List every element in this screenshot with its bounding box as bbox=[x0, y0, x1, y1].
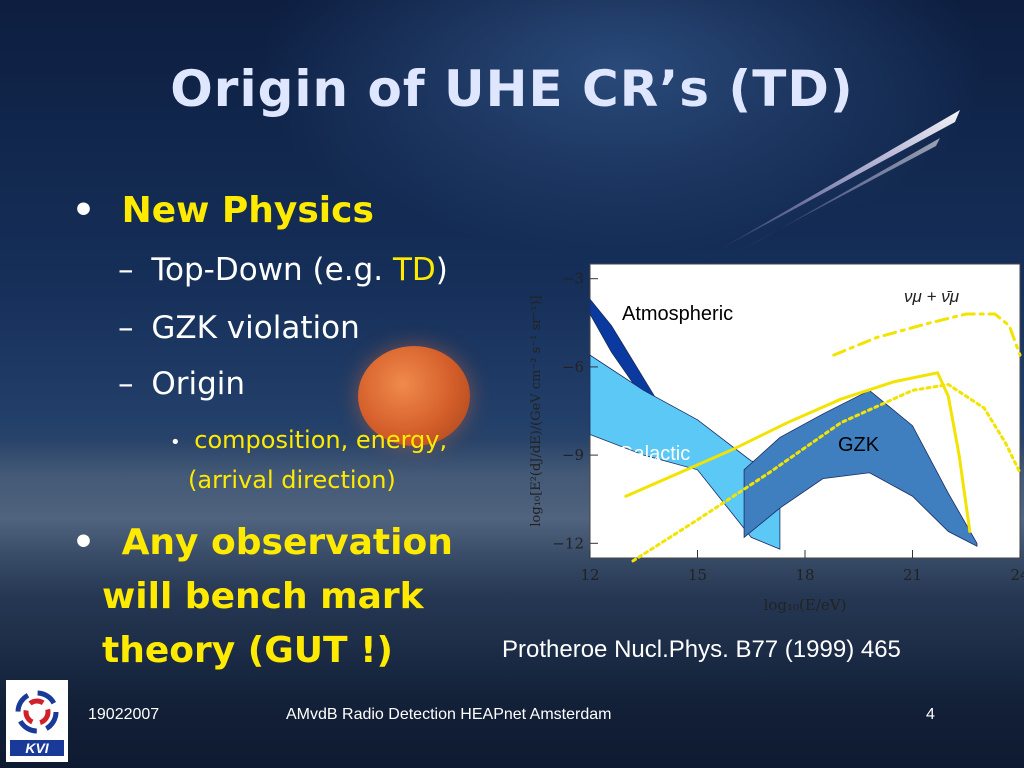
moon-image bbox=[358, 346, 470, 446]
subsubbullet-composition: • composition, energy, bbox=[170, 426, 447, 454]
bullet-text-line2: will bench mark bbox=[102, 576, 424, 617]
subsubbullet-text: composition, energy, bbox=[194, 426, 448, 454]
dash-marker: – bbox=[118, 310, 134, 346]
td-highlight: TD bbox=[392, 252, 436, 288]
bullet-any-observation: • Any observation bbox=[72, 522, 453, 563]
y-axis-label: log₁₀[E²(dJ/dE)/(GeV cm⁻² s⁻¹ sr⁻¹)] bbox=[529, 295, 544, 526]
bullet-marker: • bbox=[72, 522, 96, 563]
x-tick-label: 21 bbox=[903, 566, 922, 584]
footer-date: 19022007 bbox=[88, 706, 160, 723]
dash-marker: – bbox=[118, 366, 134, 402]
x-axis-label: log₁₀(E/eV) bbox=[764, 596, 847, 614]
subsubbullet-arrival: (arrival direction) bbox=[188, 466, 396, 494]
y-tick-label: −6 bbox=[562, 358, 584, 376]
x-tick-label: 12 bbox=[580, 566, 599, 584]
dash-marker: – bbox=[118, 252, 134, 288]
kvi-logo: KVI bbox=[6, 680, 68, 762]
neutrino-curve-dashdot bbox=[832, 312, 1022, 357]
logo-text: KVI bbox=[25, 740, 49, 756]
y-tick-label: −3 bbox=[562, 270, 584, 288]
band-gzk bbox=[743, 389, 978, 547]
footer-page-number: 4 bbox=[926, 706, 935, 723]
slide-title: Origin of UHE CR’s (TD) bbox=[170, 60, 854, 118]
bullet-marker: • bbox=[170, 432, 181, 453]
bullet-text: Any observation bbox=[121, 522, 453, 563]
footer-center: AMvdB Radio Detection HEAPnet Amsterdam bbox=[286, 706, 612, 723]
subbullet-text: Top-Down (e.g. bbox=[151, 252, 393, 288]
y-tick-label: −9 bbox=[562, 446, 584, 464]
bullet-text: New Physics bbox=[121, 190, 374, 231]
annotation-galactic: Galactic bbox=[618, 443, 690, 465]
subbullet-text: GZK violation bbox=[151, 310, 360, 346]
y-tick-label: −12 bbox=[552, 534, 584, 552]
flux-chart: 12 15 18 21 24 −3 −6 −9 −12 log₁₀(E/eV) log₁₀[E²(d… bbox=[512, 250, 1024, 614]
subbullet-text-end: ) bbox=[435, 252, 448, 288]
x-tick-label: 18 bbox=[795, 566, 814, 584]
neutrino-curve-solid bbox=[624, 371, 972, 533]
neutrino-curve-dotted bbox=[631, 382, 1022, 563]
bullet-text-line3: theory (GUT !) bbox=[102, 630, 393, 671]
subbullet-text: Origin bbox=[151, 366, 246, 402]
subbullet-gzk-violation: – GZK violation bbox=[118, 310, 360, 346]
annotation-atmospheric: Atmospheric bbox=[622, 303, 733, 325]
band-galactic bbox=[589, 354, 781, 550]
x-tick-label: 24 bbox=[1010, 566, 1024, 584]
chart-svg: 12 15 18 21 24 −3 −6 −9 −12 log₁₀(E/eV) log₁₀[E²(d… bbox=[529, 263, 1024, 614]
subbullet-top-down: – Top-Down (e.g. TD) bbox=[118, 252, 448, 288]
citation: Protheroe Nucl.Phys. B77 (1999) 465 bbox=[502, 636, 901, 663]
kvi-logo-icon bbox=[10, 690, 64, 756]
subbullet-origin: – Origin bbox=[118, 366, 245, 402]
annotation-gzk: GZK bbox=[838, 434, 880, 456]
annotation-neutrino: νμ + ν̄μ bbox=[904, 287, 960, 306]
bullet-new-physics: • New Physics bbox=[72, 190, 374, 231]
x-tick-label: 15 bbox=[688, 566, 707, 584]
bullet-marker: • bbox=[72, 190, 96, 231]
